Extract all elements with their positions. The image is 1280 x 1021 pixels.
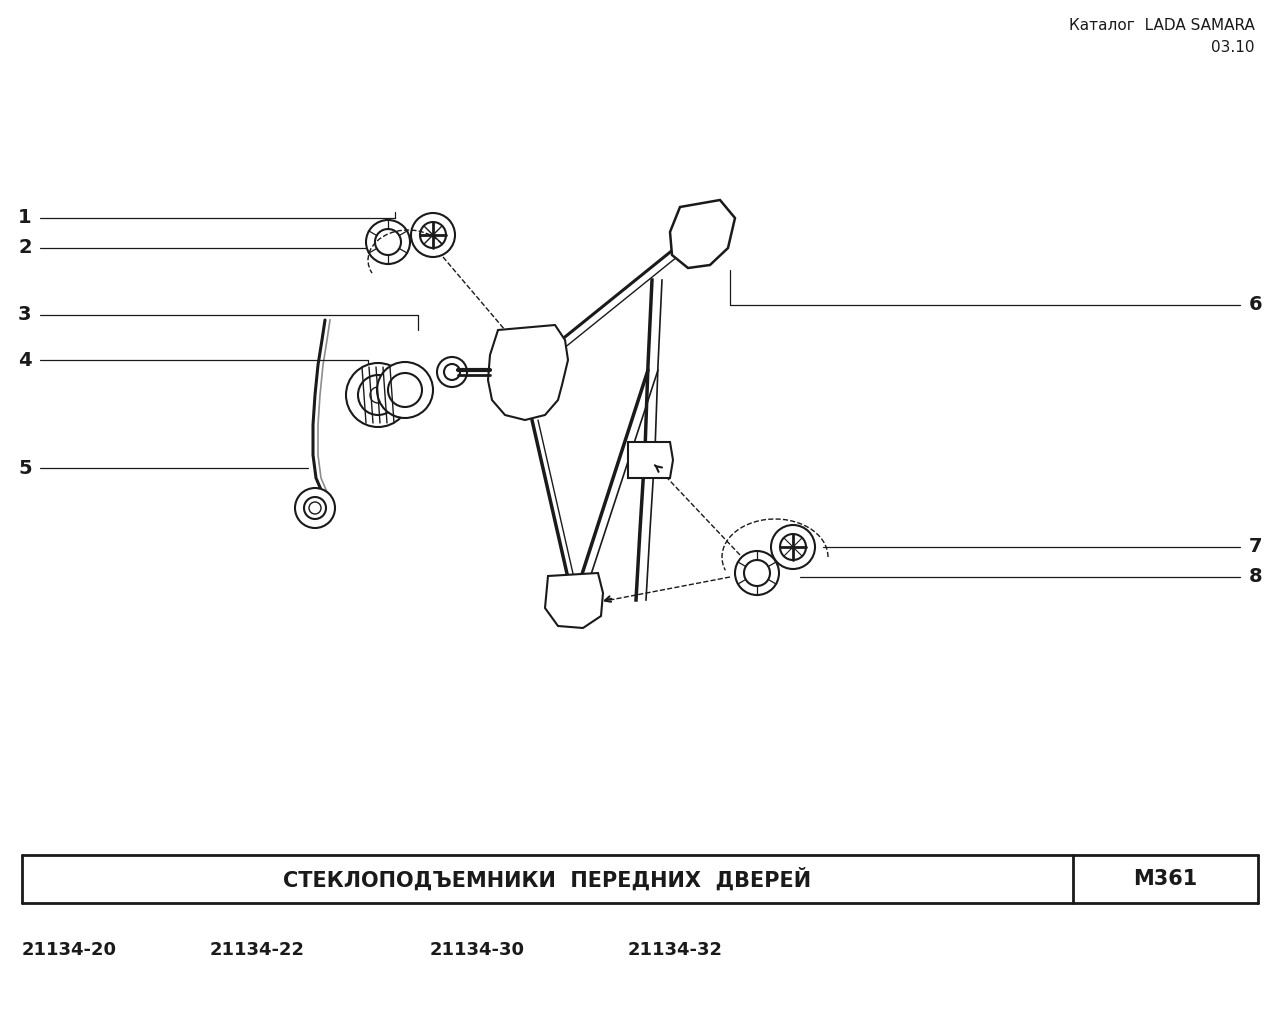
Circle shape	[388, 373, 422, 407]
Circle shape	[420, 222, 445, 248]
Text: 21134-32: 21134-32	[628, 941, 723, 959]
Circle shape	[580, 593, 590, 603]
Text: М361: М361	[1133, 869, 1198, 889]
Circle shape	[561, 596, 575, 610]
Circle shape	[652, 448, 660, 456]
Polygon shape	[669, 200, 735, 268]
Circle shape	[522, 368, 541, 388]
Text: 5: 5	[18, 458, 32, 478]
Text: 3: 3	[18, 305, 32, 325]
Circle shape	[294, 488, 335, 528]
Circle shape	[771, 525, 815, 569]
Circle shape	[780, 534, 806, 560]
Text: 21134-22: 21134-22	[210, 941, 305, 959]
Circle shape	[564, 607, 571, 613]
Circle shape	[366, 220, 410, 264]
Text: СТЕКЛОПОДЪЕМНИКИ  ПЕРЕДНИХ  ДВЕРЕЙ: СТЕКЛОПОДЪЕМНИКИ ПЕРЕДНИХ ДВЕРЕЙ	[283, 867, 812, 890]
Text: 03.10: 03.10	[1211, 40, 1254, 55]
Circle shape	[375, 229, 401, 255]
Polygon shape	[545, 573, 603, 628]
Circle shape	[543, 327, 553, 337]
Text: 1: 1	[18, 208, 32, 228]
Text: 6: 6	[1248, 295, 1262, 314]
Circle shape	[506, 330, 515, 340]
Circle shape	[411, 213, 454, 257]
Circle shape	[305, 497, 326, 519]
Circle shape	[707, 218, 721, 232]
Text: Каталог  LADA SAMARA: Каталог LADA SAMARA	[1069, 18, 1254, 33]
Text: 21134-20: 21134-20	[22, 941, 116, 959]
Circle shape	[529, 374, 536, 382]
Circle shape	[358, 375, 398, 415]
Circle shape	[370, 387, 387, 403]
Text: 8: 8	[1248, 568, 1262, 586]
Circle shape	[712, 236, 724, 248]
Text: 7: 7	[1248, 537, 1262, 556]
Polygon shape	[628, 442, 673, 478]
Text: 21134-30: 21134-30	[430, 941, 525, 959]
Circle shape	[436, 357, 467, 387]
Circle shape	[689, 221, 707, 239]
Circle shape	[444, 364, 460, 380]
Text: 2: 2	[18, 239, 32, 257]
Circle shape	[512, 358, 552, 398]
Polygon shape	[488, 325, 568, 420]
Circle shape	[641, 453, 655, 467]
Circle shape	[308, 502, 321, 514]
Circle shape	[378, 362, 433, 418]
Circle shape	[735, 551, 780, 595]
Circle shape	[744, 560, 771, 586]
Text: 4: 4	[18, 350, 32, 370]
Circle shape	[346, 363, 410, 427]
